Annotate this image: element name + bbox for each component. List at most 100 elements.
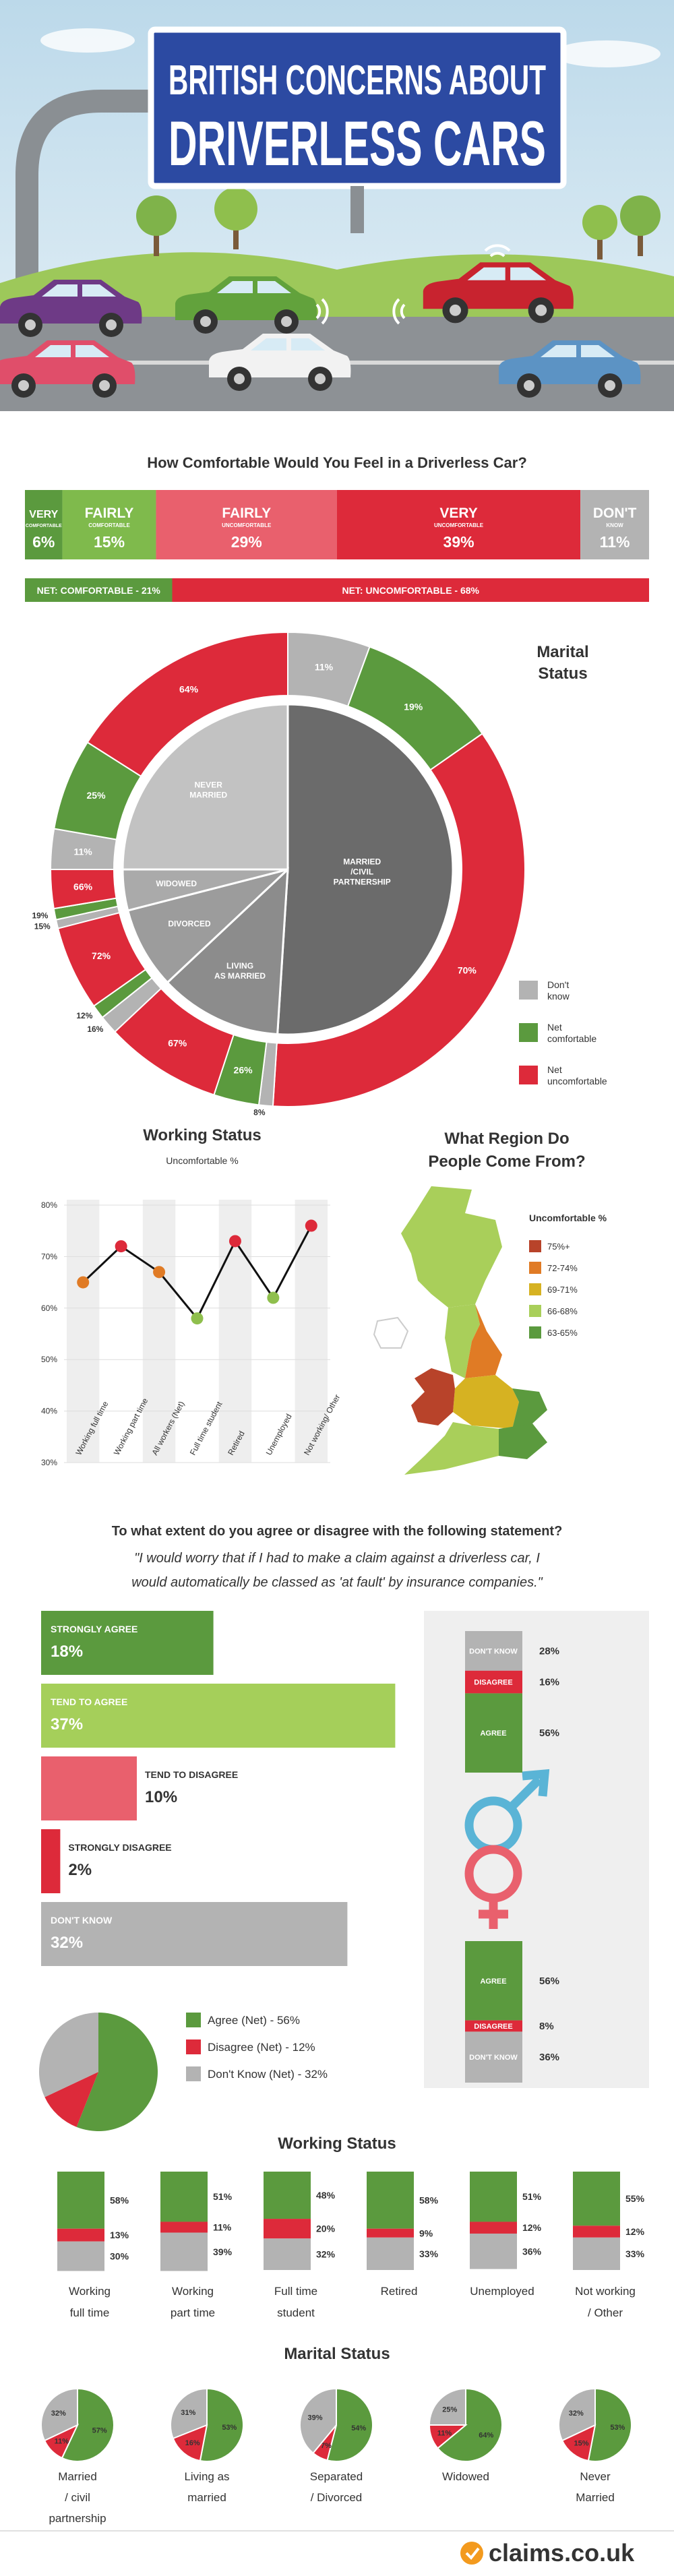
line-point [267, 1291, 280, 1304]
small-pie-label: 32% [51, 2410, 66, 2418]
pie-slice [76, 2013, 158, 2131]
small-stack-segment [57, 2241, 104, 2271]
gender-segment [465, 2020, 522, 2032]
agreement-bar [41, 1611, 214, 1675]
small-stack-segment [160, 2221, 208, 2233]
small-pie-label: 53% [222, 2424, 237, 2432]
map-region [453, 1375, 519, 1429]
donut-inner-slice [126, 868, 289, 984]
group-name: / Other [588, 2306, 623, 2319]
donut-ring-label: 26% [234, 1065, 253, 1076]
group-name: Unemployed [470, 2285, 534, 2298]
donut-ring-label: 16% [87, 1024, 103, 1034]
segment-label: FAIRLY [85, 505, 134, 521]
legend-label: Don't Know (Net) - 32% [208, 2068, 328, 2081]
bar-value: 37% [51, 1715, 83, 1734]
agreement-bar [41, 1902, 348, 1966]
small-pie-label: 15% [574, 2439, 588, 2447]
segment-value: 6% [32, 533, 55, 551]
legend-swatch [529, 1262, 541, 1274]
legend-label: know [547, 991, 570, 1002]
legend-label: 69-71% [547, 1285, 578, 1295]
gender-segment [465, 1941, 522, 2021]
group-name: Married [58, 2470, 97, 2483]
segment-sublabel: COMFORTABLE [88, 522, 130, 528]
donut-group-label: NEVER [195, 780, 223, 790]
gender-segment [465, 1670, 522, 1694]
donut-ring-label: 66% [73, 881, 93, 892]
small-stack-segment [264, 2219, 311, 2239]
cloud [40, 28, 135, 53]
net-segment [25, 578, 173, 602]
donut-group-label: WIDOWED [156, 879, 197, 888]
small-pie-label: 25% [442, 2405, 457, 2414]
segment-label: FAIRLY [222, 505, 271, 521]
small-stack-value: 12% [522, 2222, 542, 2233]
statement-quote: "I would worry that if I had to make a c… [134, 1551, 540, 1566]
map-title: What Region Do [444, 1130, 569, 1148]
group-name: part time [171, 2306, 215, 2319]
small-stack-value: 55% [625, 2193, 645, 2204]
legend-label: 72-74% [547, 1263, 578, 1273]
small-pie-slice [558, 2387, 596, 2442]
uk-map [373, 1186, 547, 1475]
comfort-segment [580, 490, 649, 559]
small-pie-label: 54% [351, 2424, 366, 2432]
column-band [67, 1200, 100, 1463]
statement-question: To what extent do you agree or disagree … [112, 1524, 563, 1539]
footer: claims.co.uk [0, 2530, 674, 2567]
net-label: NET: COMFORTABLE - 21% [37, 585, 161, 596]
small-pie-label: 11% [55, 2438, 69, 2446]
group-name: Full time [274, 2285, 317, 2298]
donut-group-label: AS MARRIED [214, 971, 266, 981]
small-pie-label: 7% [321, 2442, 332, 2450]
legend-swatch [529, 1240, 541, 1252]
legend-label: Agree (Net) - 56% [208, 2014, 300, 2027]
gender-segment-label: AGREE [480, 1729, 506, 1738]
small-pie-label: 32% [569, 2410, 584, 2418]
small-stack-segment [367, 2172, 414, 2229]
small-stack-value: 48% [316, 2190, 336, 2201]
donut-ring-label: 64% [179, 684, 199, 695]
map-region [411, 1368, 455, 1425]
bar-value: 2% [68, 1861, 92, 1879]
map-region [445, 1304, 480, 1378]
donut-group-label: MARRIED [189, 791, 227, 800]
gender-panel [424, 1611, 649, 2088]
small-stack-value: 39% [213, 2246, 233, 2257]
small-pie-slice [61, 2387, 115, 2462]
legend-swatch [519, 981, 538, 1000]
small-stack-value: 58% [419, 2195, 439, 2205]
segment-value: 39% [443, 533, 474, 551]
group-name: Working [172, 2285, 214, 2298]
donut-ring-label: 11% [74, 847, 93, 857]
column-band [295, 1200, 328, 1463]
line-point [305, 1219, 317, 1232]
statement-quote: would automatically be classed as 'at fa… [131, 1575, 543, 1590]
segment-value: 29% [231, 533, 262, 551]
legend-swatch [186, 2013, 201, 2027]
small-stack-value: 58% [110, 2195, 129, 2205]
header-illustration: BRITISH CONCERNS ABOUT DRIVERLESS CARS [0, 0, 674, 411]
bar-label: TEND TO AGREE [51, 1696, 127, 1707]
map-legend-title: Uncomfortable % [529, 1213, 607, 1223]
x-tick-label: Unemployed [264, 1412, 294, 1456]
small-stack-value: 32% [316, 2249, 336, 2260]
section-title: Working Status [278, 2135, 396, 2153]
small-stack-segment [160, 2172, 208, 2222]
wifi-signals [315, 244, 511, 325]
comfort-segment [62, 490, 156, 559]
segment-sublabel: UNCOMFORTABLE [222, 522, 272, 528]
legend-label: 75%+ [547, 1241, 570, 1252]
bar-label: TEND TO DISAGREE [145, 1769, 238, 1780]
map-region [465, 1304, 502, 1378]
agreement-bar [41, 1684, 396, 1748]
legend-label: comfortable [547, 1033, 596, 1044]
small-pie-label: 39% [307, 2414, 322, 2422]
small-pie-slice [587, 2387, 633, 2462]
donut-group-label: PARTNERSHIP [334, 877, 391, 886]
group-name: Married [576, 2491, 615, 2504]
comfort-segment [156, 490, 337, 559]
